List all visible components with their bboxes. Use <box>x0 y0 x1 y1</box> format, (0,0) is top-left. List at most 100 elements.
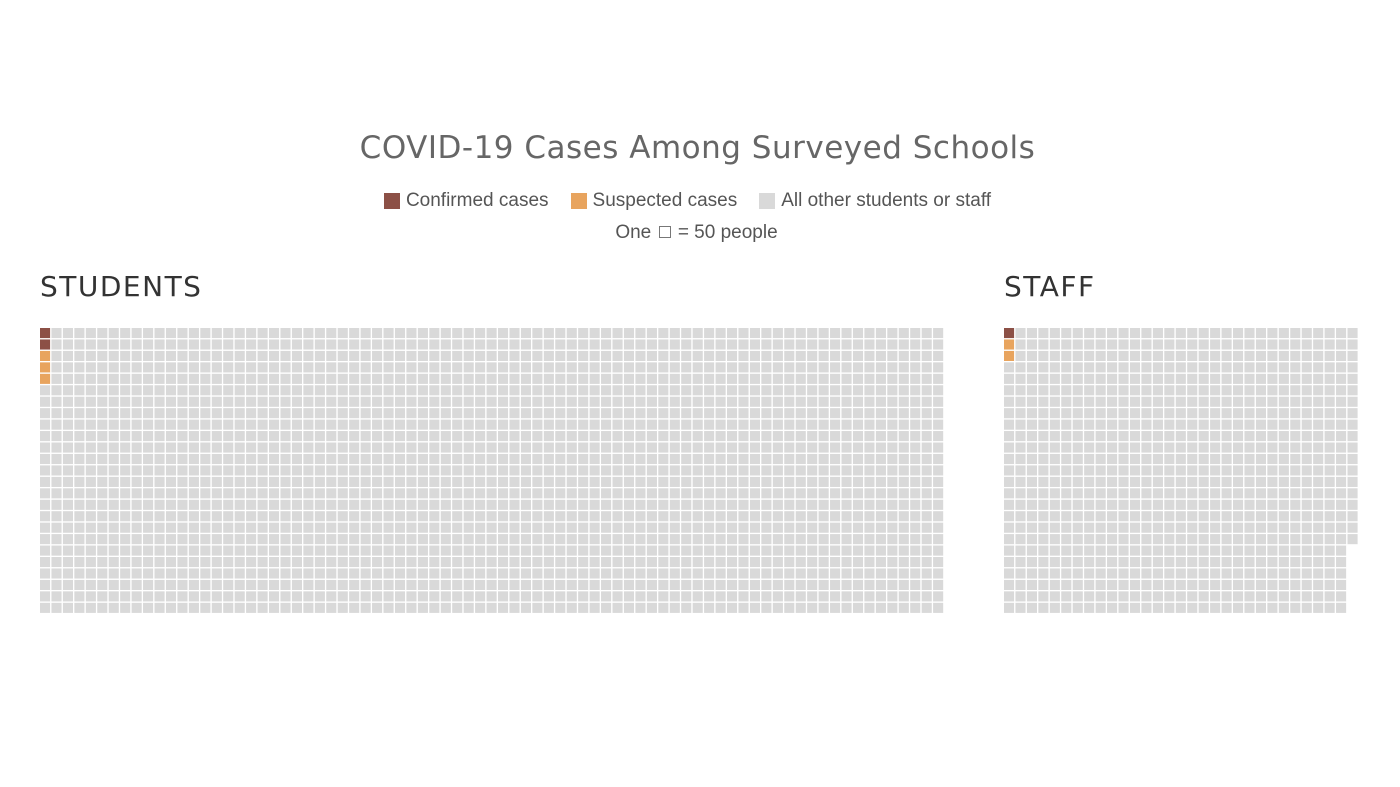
students-square-other <box>337 339 348 350</box>
staff-square-other <box>1118 385 1129 396</box>
staff-square-other <box>1038 350 1049 361</box>
students-square-other <box>738 534 749 545</box>
students-square-other <box>887 408 898 419</box>
students-square-other <box>578 419 589 430</box>
students-square-other <box>830 431 841 442</box>
staff-square-other <box>1244 476 1255 487</box>
students-square-other <box>784 373 795 384</box>
students-square-other <box>257 419 268 430</box>
students-square-other <box>543 328 554 339</box>
staff-square-other <box>1175 328 1186 339</box>
staff-square-other <box>1084 442 1095 453</box>
students-square-other <box>807 534 818 545</box>
students-square-other <box>933 350 944 361</box>
students-square-other <box>784 350 795 361</box>
students-square-other <box>738 511 749 522</box>
students-square-other <box>200 476 211 487</box>
students-square-other <box>555 431 566 442</box>
students-square-other <box>841 499 852 510</box>
students-square-other <box>40 511 51 522</box>
staff-square-other <box>1187 534 1198 545</box>
students-square-other <box>566 362 577 373</box>
students-square-other <box>349 568 360 579</box>
staff-square-other <box>1336 522 1347 533</box>
staff-square-other <box>1347 350 1358 361</box>
students-square-other <box>910 419 921 430</box>
students-square-confirmed <box>40 339 51 350</box>
students-square-other <box>795 476 806 487</box>
students-square-other <box>749 339 760 350</box>
staff-square-other <box>1164 579 1175 590</box>
students-square-other <box>326 488 337 499</box>
students-square-other <box>704 350 715 361</box>
students-square-other <box>715 511 726 522</box>
staff-square-other <box>1221 465 1232 476</box>
students-square-other <box>372 408 383 419</box>
students-square-other <box>589 419 600 430</box>
staff-square-other <box>1336 602 1347 613</box>
staff-square-other <box>1141 373 1152 384</box>
students-square-other <box>188 568 199 579</box>
students-square-other <box>291 545 302 556</box>
students-square-other <box>910 362 921 373</box>
students-square-other <box>97 545 108 556</box>
staff-square-other <box>1026 453 1037 465</box>
students-square-other <box>566 534 577 545</box>
students-square-other <box>566 476 577 487</box>
students-square-other <box>727 557 738 568</box>
students-square-other <box>463 522 474 533</box>
students-square-other <box>326 522 337 533</box>
students-square-other <box>486 522 497 533</box>
students-square-other <box>532 396 543 407</box>
staff-square-other <box>1244 545 1255 556</box>
students-square-other <box>841 339 852 350</box>
students-square-other <box>154 511 165 522</box>
staff-square-other <box>1313 568 1324 579</box>
students-square-other <box>761 431 772 442</box>
students-square-other <box>795 545 806 556</box>
students-square-other <box>326 385 337 396</box>
students-square-other <box>738 339 749 350</box>
students-square-other <box>486 453 497 465</box>
staff-square-other <box>1072 419 1083 430</box>
students-square-other <box>601 408 612 419</box>
students-square-other <box>337 557 348 568</box>
students-square-other <box>97 465 108 476</box>
students-square-other <box>291 465 302 476</box>
students-square-other <box>280 579 291 590</box>
students-square-other <box>589 453 600 465</box>
students-square-other <box>120 602 131 613</box>
staff-square-other <box>1026 499 1037 510</box>
students-square-other <box>108 591 119 602</box>
students-square-other <box>326 499 337 510</box>
students-square-other <box>486 396 497 407</box>
students-square-other <box>578 442 589 453</box>
students-square-other <box>520 453 531 465</box>
students-square-other <box>681 488 692 499</box>
staff-square-other <box>1061 522 1072 533</box>
students-square-other <box>635 453 646 465</box>
students-square-other <box>509 419 520 430</box>
students-square-other <box>360 568 371 579</box>
students-square-other <box>257 442 268 453</box>
staff-square-other <box>1107 385 1118 396</box>
students-square-other <box>246 534 257 545</box>
students-square-other <box>589 408 600 419</box>
staff-square-other <box>1141 408 1152 419</box>
students-square-other <box>108 453 119 465</box>
students-square-other <box>303 453 314 465</box>
students-square-other <box>223 350 234 361</box>
students-square-other <box>761 385 772 396</box>
students-square-other <box>852 362 864 373</box>
students-square-other <box>498 488 509 499</box>
staff-square-other <box>1072 350 1083 361</box>
students-square-other <box>143 511 154 522</box>
staff-square-other <box>1255 408 1266 419</box>
students-square-other <box>463 362 474 373</box>
staff-square-other <box>1267 568 1278 579</box>
staff-square-other <box>1278 373 1289 384</box>
students-square-other <box>807 408 818 419</box>
students-square-other <box>108 499 119 510</box>
students-square-other <box>807 419 818 430</box>
staff-square-other <box>1198 442 1209 453</box>
